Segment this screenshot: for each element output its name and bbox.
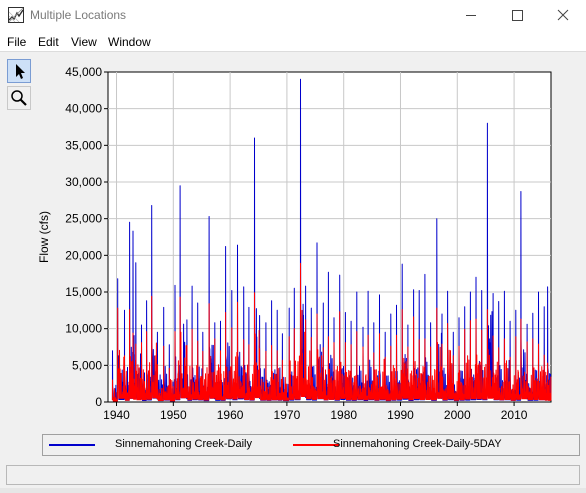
maximize-icon xyxy=(512,10,523,21)
window-bottom-edge xyxy=(0,488,586,493)
plot-background xyxy=(107,71,552,403)
x-tick-label: 1980 xyxy=(330,408,357,422)
y-tick-label: 15,000 xyxy=(65,285,102,299)
close-button[interactable] xyxy=(540,0,586,31)
legend: Sinnemahoning Creek-Daily Sinnemahoning … xyxy=(42,434,580,456)
menu-bar: File Edit View Window xyxy=(0,31,586,51)
title-bar: Multiple Locations xyxy=(0,0,586,31)
menu-separator xyxy=(0,51,586,52)
pointer-tool-button[interactable] xyxy=(7,59,31,83)
x-tick-label: 2010 xyxy=(501,408,528,422)
menu-edit[interactable]: Edit xyxy=(38,35,59,49)
y-axis-label: Flow (cfs) xyxy=(37,211,51,263)
legend-swatch-daily xyxy=(49,444,95,446)
y-tick-label: 20,000 xyxy=(65,248,102,262)
x-tick-label: 1960 xyxy=(217,408,244,422)
magnifier-icon xyxy=(11,90,27,106)
y-tick-label: 5,000 xyxy=(72,358,102,372)
y-tick-label: 35,000 xyxy=(65,138,102,152)
legend-label-daily: Sinnemahoning Creek-Daily xyxy=(115,438,252,450)
y-tick-label: 45,000 xyxy=(65,65,102,79)
minimize-button[interactable] xyxy=(448,0,494,31)
y-tick-label: 40,000 xyxy=(65,102,102,116)
maximize-button[interactable] xyxy=(494,0,540,31)
window-title: Multiple Locations xyxy=(30,8,127,22)
zoom-tool-button[interactable] xyxy=(7,86,31,110)
flow-chart[interactable]: 0 5,000 10,000 15,000 20,000 25,000 30,000 35,0… xyxy=(34,52,586,432)
close-icon xyxy=(557,9,569,21)
y-axis: 0 5,000 10,000 15,000 20,000 25,000 30,000 35,0… xyxy=(65,65,108,409)
menu-file[interactable]: File xyxy=(7,35,27,49)
legend-label-5day: Sinnemahoning Creek-Daily-5DAY xyxy=(333,438,502,450)
y-tick-label: 25,000 xyxy=(65,212,102,226)
y-tick-label: 10,000 xyxy=(65,322,102,336)
x-tick-label: 1970 xyxy=(274,408,301,422)
chart-panel: 0 5,000 10,000 15,000 20,000 25,000 30,000 35,0… xyxy=(34,52,586,461)
tool-panel xyxy=(0,52,34,463)
y-tick-label: 30,000 xyxy=(65,175,102,189)
menu-view[interactable]: View xyxy=(71,35,97,49)
series-lines xyxy=(111,78,552,402)
legend-swatch-5day xyxy=(293,444,339,446)
series-line-5day xyxy=(111,262,552,402)
status-bar xyxy=(6,465,580,485)
grid xyxy=(108,72,551,402)
menu-window[interactable]: Window xyxy=(108,35,151,49)
y-tick-label: 0 xyxy=(95,395,102,409)
pointer-icon xyxy=(16,64,25,79)
x-tick-label: 2000 xyxy=(444,408,471,422)
x-tick-label: 1990 xyxy=(387,408,414,422)
x-tick-label: 1950 xyxy=(160,408,187,422)
minimize-icon xyxy=(466,15,476,16)
chart-app-icon xyxy=(8,7,24,23)
x-axis: 1940 1950 1960 1970 1980 1990 2000 2010 xyxy=(103,401,551,422)
x-tick-label: 1940 xyxy=(103,408,130,422)
